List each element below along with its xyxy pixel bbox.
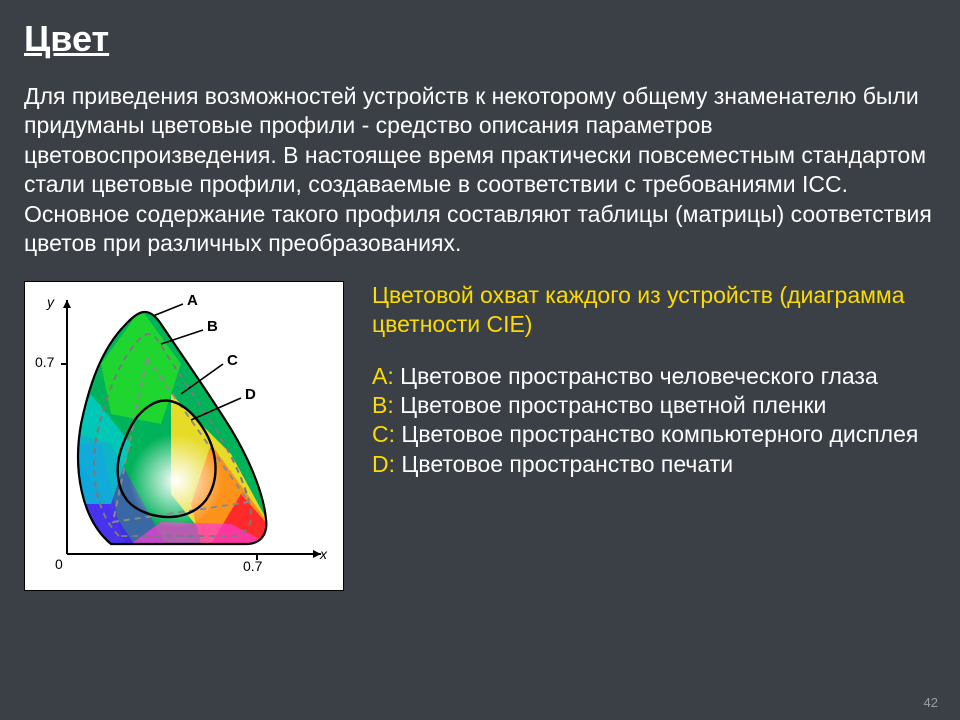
- legend-label-a: A:: [372, 363, 394, 389]
- x-axis-label: x: [320, 546, 327, 562]
- curve-label-b: B: [207, 318, 218, 335]
- legend-item-d: D: Цветовое пространство печати: [372, 450, 936, 479]
- slide-title: Цвет: [24, 18, 936, 60]
- legend-label-d: D:: [372, 451, 395, 477]
- legend-label-c: C:: [372, 421, 395, 447]
- legend-text-c: Цветовое пространство компьютерного дисп…: [395, 421, 918, 447]
- chromaticity-svg: [31, 294, 331, 584]
- cie-diagram: y x 0.7 0.7 0 A B C D: [24, 281, 344, 591]
- y-tick-label: 0.7: [35, 354, 54, 370]
- origin-label: 0: [55, 556, 63, 572]
- legend-item-c: C: Цветовое пространство компьютерного д…: [372, 420, 936, 449]
- legend-column: Цветовой охват каждого из устройств (диа…: [372, 281, 936, 591]
- legend-label-b: B:: [372, 392, 394, 418]
- curve-label-c: C: [227, 352, 238, 369]
- slide-body-text: Для приведения возможностей устройств к …: [24, 82, 936, 259]
- legend-title: Цветовой охват каждого из устройств (диа…: [372, 281, 936, 340]
- page-number: 42: [924, 695, 938, 710]
- legend-text-d: Цветовое пространство печати: [395, 451, 733, 477]
- legend-item-a: A: Цветовое пространство человеческого г…: [372, 362, 936, 391]
- x-tick-label: 0.7: [243, 558, 262, 574]
- legend-text-b: Цветовое пространство цветной пленки: [394, 392, 827, 418]
- curve-label-a: A: [187, 292, 198, 309]
- content-row: y x 0.7 0.7 0 A B C D Цветовой охват каж…: [24, 281, 936, 591]
- legend-item-b: B: Цветовое пространство цветной пленки: [372, 391, 936, 420]
- curve-label-d: D: [245, 386, 256, 403]
- legend-text-a: Цветовое пространство человеческого глаз…: [394, 363, 878, 389]
- y-axis-label: y: [47, 294, 54, 310]
